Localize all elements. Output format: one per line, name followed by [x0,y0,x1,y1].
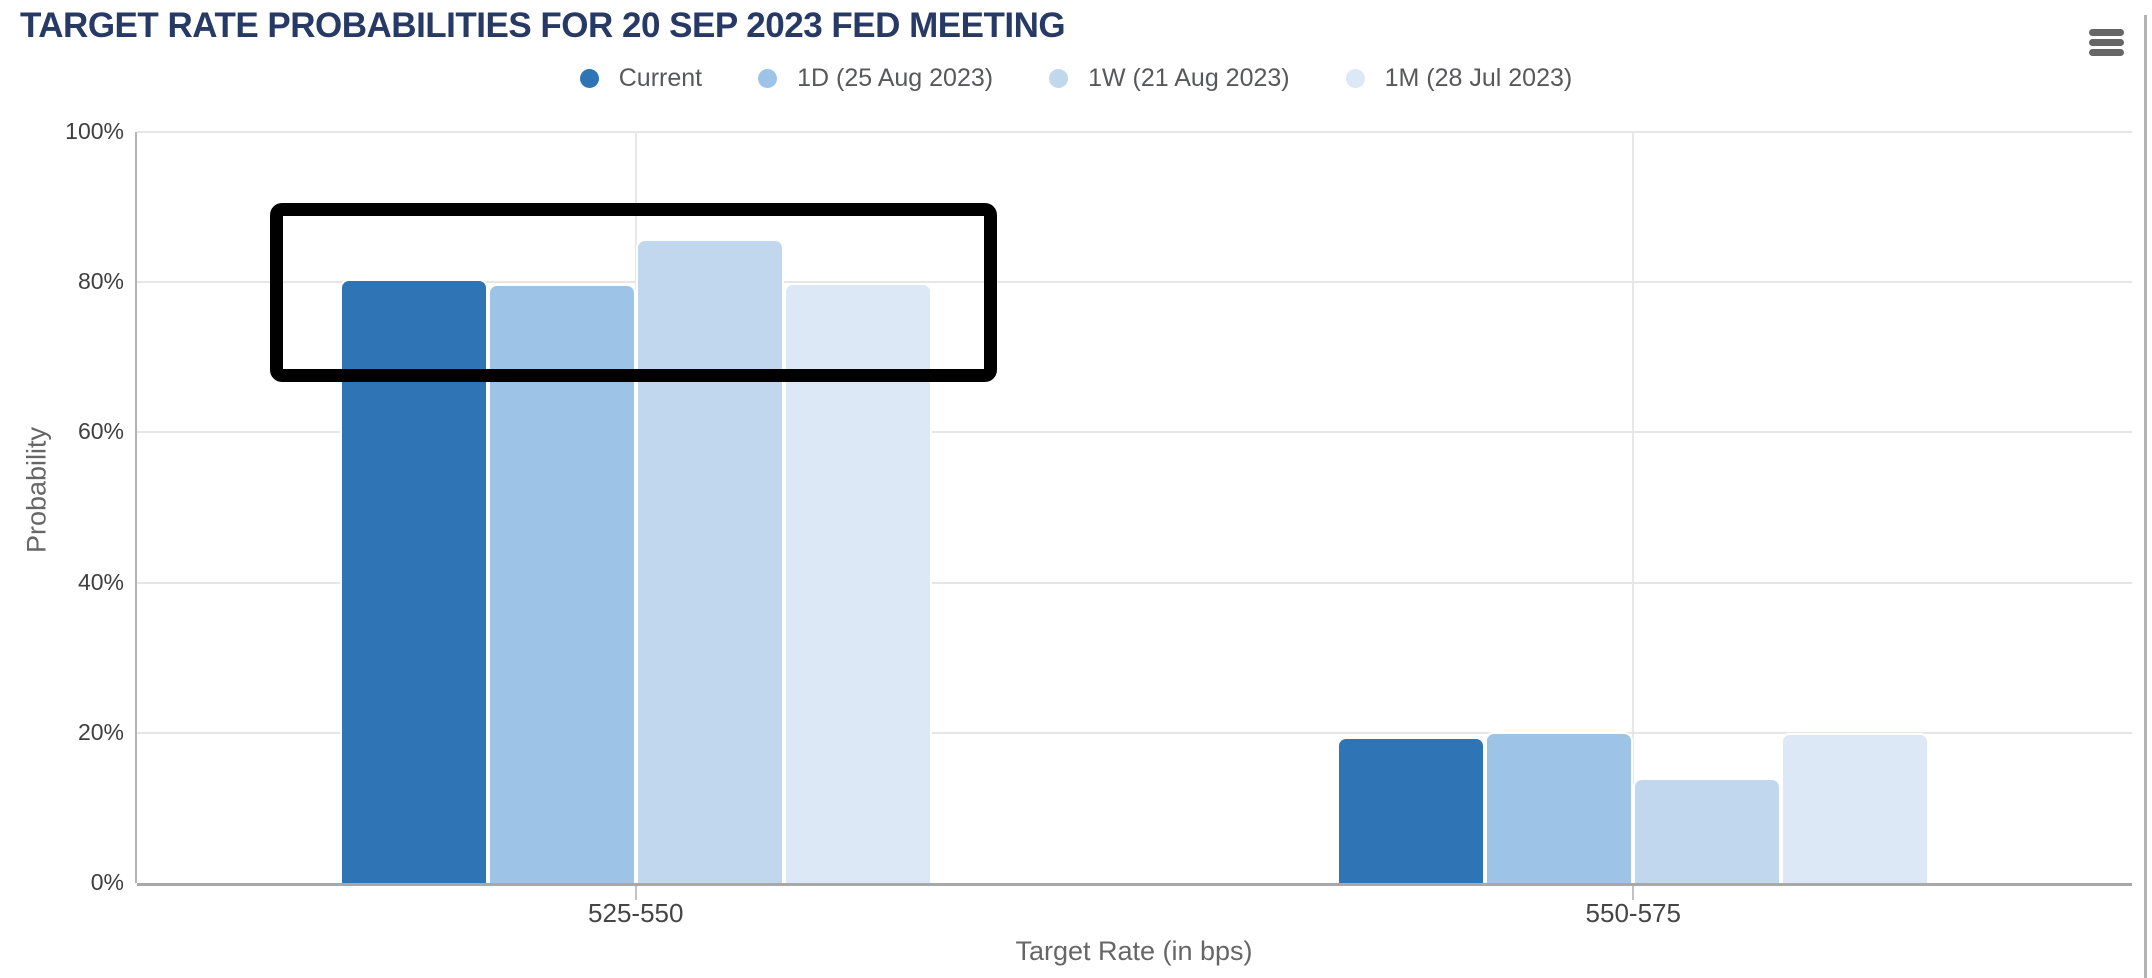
gridline [137,581,2132,584]
bar-1w-525-550[interactable] [635,238,784,883]
gridline [1632,132,1635,883]
y-axis-title: Probability [21,426,52,554]
y-tick-label: 40% [77,568,124,595]
gridline [137,431,2132,434]
hamburger-icon [2089,29,2124,36]
hamburger-icon [2089,49,2124,56]
legend-item[interactable]: Current [579,64,703,93]
y-tick-label: 60% [77,418,124,445]
legend-item[interactable]: 1D (25 Aug 2023) [758,64,993,93]
plot-area: Q [137,131,2132,883]
bar-current-525-550[interactable] [339,279,488,883]
legend-label: 1W (21 Aug 2023) [1088,64,1290,92]
y-axis-line [135,132,137,883]
legend-marker-icon [1049,69,1069,88]
bar-1d-525-550[interactable] [487,283,636,883]
hamburger-icon [2089,39,2124,46]
x-category-label: 525-550 [588,898,684,928]
bar-1m-550-575[interactable] [1781,732,1930,883]
gridline [137,731,2132,734]
legend-marker-icon [758,69,778,88]
y-tick-label: 100% [65,118,124,144]
y-tick-label: 80% [77,268,124,295]
gridline [137,131,2132,133]
legend: Current 1D (25 Aug 2023) 1W (21 Aug 2023) 1… [0,64,2152,93]
bar-1w-550-575[interactable] [1633,777,1782,883]
gridline [137,281,2132,284]
legend-marker-icon [579,69,599,88]
chart-title: TARGET RATE PROBABILITIES FOR 20 SEP 202… [20,6,1066,45]
bar-1m-525-550[interactable] [783,282,932,883]
bar-1d-550-575[interactable] [1485,732,1634,883]
bar-current-550-575[interactable] [1337,736,1486,883]
legend-item[interactable]: 1W (21 Aug 2023) [1049,64,1290,93]
x-axis-line [137,883,2132,886]
legend-label: 1D (25 Aug 2023) [797,64,994,92]
x-tick [634,886,637,900]
x-tick [1632,886,1635,900]
legend-marker-icon [1345,69,1365,88]
legend-label: Current [618,64,703,92]
chart-context-menu-button[interactable] [2089,29,2124,57]
container-right-border [2144,15,2147,978]
x-axis-title: Target Rate (in bps) [1015,936,1253,966]
x-category-label: 550-575 [1585,898,1681,928]
y-tick-label: 20% [77,718,124,745]
y-tick-label: 0% [90,869,124,895]
legend-label: 1M (28 Jul 2023) [1384,64,1573,92]
legend-item[interactable]: 1M (28 Jul 2023) [1345,64,1573,93]
